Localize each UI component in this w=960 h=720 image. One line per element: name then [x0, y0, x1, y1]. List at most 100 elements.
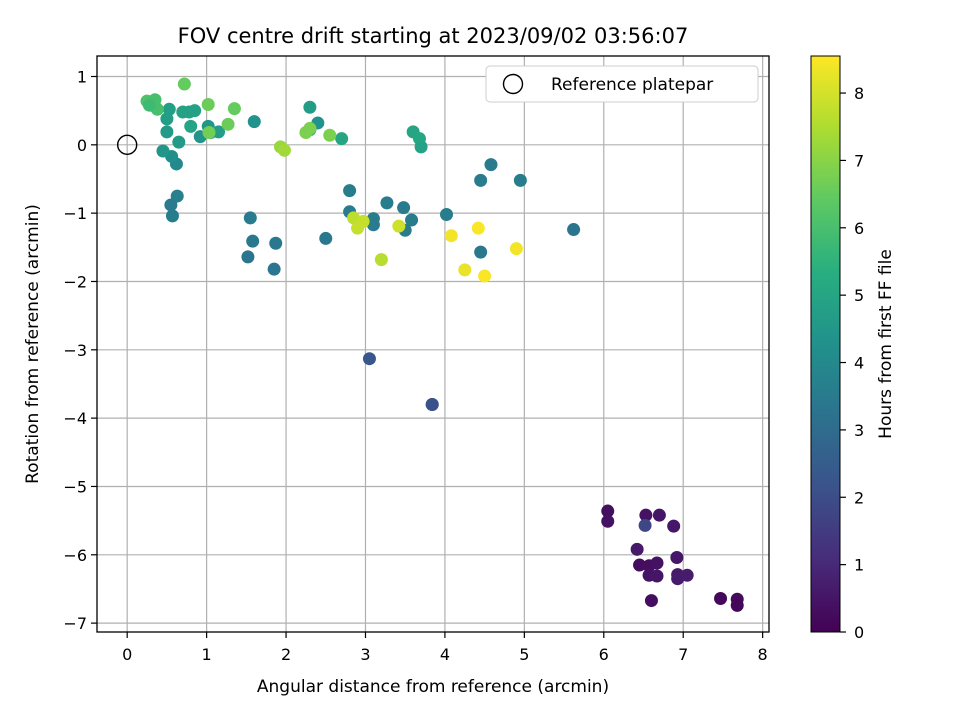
x-axis-label: Angular distance from reference (arcmin)	[257, 677, 609, 697]
data-point	[335, 132, 349, 146]
data-point	[644, 594, 658, 608]
x-tick-label: 2	[281, 645, 291, 664]
data-point	[177, 77, 191, 91]
data-point	[201, 98, 215, 112]
y-axis-ticks: 1 0 −1 −2 −3 −4 −5 −6 −7	[63, 67, 97, 633]
colorbar-tick-label: 1	[854, 556, 864, 575]
data-point	[184, 119, 198, 133]
data-point	[243, 211, 257, 225]
colorbar-gradient	[810, 55, 841, 633]
data-point	[212, 125, 226, 139]
legend-marker	[502, 73, 524, 95]
data-point	[343, 184, 357, 198]
data-point	[567, 223, 581, 237]
colorbar-ticks: 0 1 2 3 4 5 6 7 8	[840, 84, 864, 642]
y-tick-label: −5	[63, 477, 87, 496]
data-point	[714, 592, 728, 606]
data-point	[246, 234, 260, 248]
data-point	[397, 201, 411, 215]
data-point	[247, 115, 261, 129]
x-tick-label: 0	[122, 645, 132, 664]
colorbar-tick-label: 2	[854, 488, 864, 507]
data-point	[303, 100, 317, 114]
data-point	[380, 196, 394, 210]
data-point	[323, 128, 337, 142]
reference-point	[116, 134, 138, 156]
x-tick-label: 6	[599, 645, 609, 664]
data-point	[652, 508, 666, 522]
reference-marker	[116, 134, 138, 156]
data-point	[730, 598, 744, 612]
data-point	[202, 126, 216, 140]
data-point	[633, 558, 647, 572]
colorbar-tick-label: 7	[854, 151, 864, 170]
legend-box	[485, 65, 759, 103]
x-tick-label: 3	[360, 645, 370, 664]
data-point	[227, 102, 241, 116]
data-point	[471, 221, 485, 235]
data-point	[162, 102, 176, 116]
data-point	[513, 173, 527, 187]
data-point	[474, 173, 488, 187]
data-point	[267, 262, 281, 276]
data-point	[277, 143, 291, 157]
data-point	[630, 542, 644, 556]
colorbar-tick-label: 4	[854, 354, 864, 373]
data-point	[319, 231, 333, 245]
data-point	[458, 263, 472, 277]
data-point	[362, 352, 376, 366]
chart-title: FOV centre drift starting at 2023/09/02 …	[178, 24, 689, 48]
colorbar-tick-label: 6	[854, 219, 864, 238]
data-point	[221, 117, 235, 131]
colorbar-label: Hours from first FF file	[876, 249, 896, 439]
data-point	[374, 253, 388, 267]
y-tick-label: −2	[63, 272, 87, 291]
data-point	[160, 125, 174, 139]
data-point	[509, 242, 523, 256]
legend: Reference platepar	[485, 65, 759, 103]
data-point	[172, 135, 186, 149]
data-point	[165, 209, 179, 223]
y-tick-label: 0	[77, 136, 87, 155]
y-axis-label: Rotation from reference (arcmin)	[23, 204, 43, 484]
data-point	[142, 98, 156, 112]
x-tick-label: 4	[440, 645, 450, 664]
data-point	[356, 214, 370, 228]
data-point	[650, 569, 664, 583]
y-tick-label: −1	[63, 204, 87, 223]
y-tick-label: 1	[77, 67, 87, 86]
x-tick-label: 5	[519, 645, 529, 664]
colorbar-tick-label: 3	[854, 421, 864, 440]
data-point	[414, 140, 428, 154]
data-point	[444, 229, 458, 243]
data-point	[425, 397, 439, 411]
y-tick-label: −6	[63, 546, 87, 565]
x-tick-label: 7	[678, 645, 688, 664]
data-point	[156, 144, 170, 158]
plot-frame	[96, 55, 770, 633]
x-tick-label: 8	[758, 645, 768, 664]
data-point	[667, 519, 681, 533]
colorbar-tick-label: 0	[854, 623, 864, 642]
y-tick-label: −7	[63, 614, 87, 633]
x-axis-ticks: 0 1 2 3 4 5 6 7 8	[122, 632, 768, 664]
data-point	[170, 189, 184, 203]
data-point	[639, 508, 653, 522]
data-point	[638, 518, 652, 532]
data-point	[670, 551, 684, 565]
legend-entry: Reference platepar	[551, 75, 713, 95]
data-point	[303, 121, 317, 135]
data-point	[241, 250, 255, 264]
data-point	[269, 236, 283, 250]
data-point	[484, 158, 498, 172]
data-point	[601, 504, 615, 518]
colorbar: 0 1 2 3 4 5 6 7 8 Hours from first FF file	[810, 55, 896, 642]
colorbar-tick-label: 8	[854, 84, 864, 103]
x-tick-label: 1	[202, 645, 212, 664]
y-tick-label: −4	[63, 409, 87, 428]
data-point	[405, 213, 419, 227]
data-point	[478, 269, 492, 283]
data-point	[601, 514, 615, 528]
